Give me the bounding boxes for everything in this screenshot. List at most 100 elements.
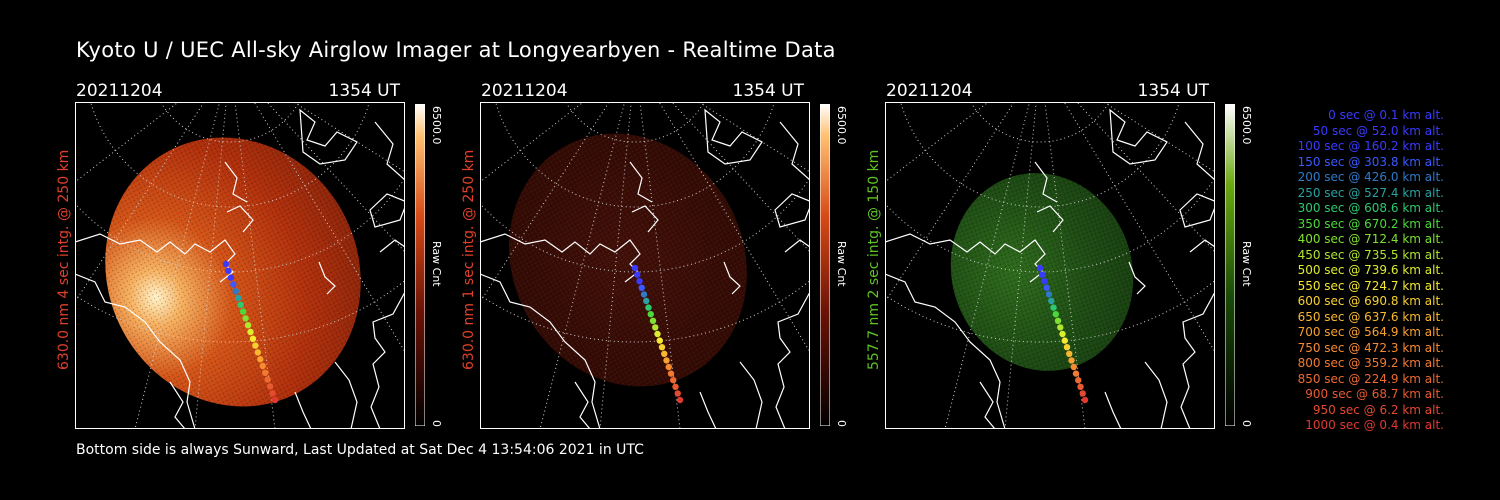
legend-row: 200 sec @ 426.0 km alt. [1297, 170, 1444, 184]
trajectory-point [1057, 324, 1064, 331]
trajectory-point [656, 337, 663, 344]
trajectory-point [647, 311, 654, 318]
colorbar [415, 104, 425, 426]
panel-3-time: 1354 UT [1137, 81, 1210, 101]
legend-row: 600 sec @ 690.8 km alt. [1297, 294, 1444, 308]
trajectory-point [1081, 396, 1089, 404]
trajectory-point [230, 281, 237, 288]
legend-row: 650 sec @ 637.6 km alt. [1297, 309, 1444, 324]
panel-3-image [885, 102, 1215, 429]
trajectory-point [247, 328, 254, 336]
trajectory-point [254, 349, 262, 356]
trajectory-point [645, 304, 652, 311]
plot-frame [75, 102, 405, 429]
legend-row: 550 sec @ 724.7 km alt. [1297, 278, 1444, 293]
trajectory-point [222, 260, 230, 268]
legend-row: 250 sec @ 527.4 km alt. [1297, 185, 1444, 200]
panel-2-ylabel: 630.0 nm 1 sec intg. @ 250 km [461, 149, 477, 370]
trajectory-point [1036, 264, 1044, 272]
page-title: Kyoto U / UEC All-sky Airglow Imager at … [76, 38, 836, 62]
trajectory-point [1041, 278, 1048, 285]
trajectory-point [1075, 377, 1082, 384]
panel-2-cb-min: 0 [835, 420, 848, 427]
rocket-trajectory [1036, 264, 1089, 404]
legend-row: 800 sec @ 359.2 km alt. [1297, 356, 1444, 370]
panel-3-cb-max: 6500.0 [1240, 106, 1253, 145]
legend-row: 300 sec @ 608.6 km alt. [1297, 201, 1444, 215]
panel-1-cb-max: 6500.0 [430, 106, 443, 145]
trajectory-point [235, 294, 242, 302]
panel-2-time: 1354 UT [732, 81, 805, 101]
trajectory-point [667, 370, 675, 377]
trajectory-point [227, 274, 235, 281]
trajectory-point [1045, 291, 1053, 298]
legend-row: 100 sec @ 160.2 km alt. [1297, 139, 1444, 153]
legend-row: 850 sec @ 224.9 km alt. [1297, 371, 1444, 386]
trajectory-point [232, 288, 239, 295]
legend-row: 950 sec @ 6.2 km alt. [1312, 402, 1444, 417]
trajectory-point [1048, 297, 1055, 305]
trajectory-point [1068, 357, 1075, 364]
trajectory-point [242, 315, 249, 322]
trajectory-point [225, 267, 232, 274]
trajectory-point [239, 308, 247, 315]
plot-frame [480, 102, 810, 429]
panel-2-image [480, 102, 810, 429]
lat-lon-grid [480, 102, 810, 429]
trajectory-point [1079, 390, 1086, 397]
legend-row: 150 sec @ 303.8 km alt. [1297, 154, 1444, 169]
trajectory-point [631, 264, 639, 272]
panel-2-cb-max: 6500.0 [835, 106, 848, 145]
trajectory-point [661, 350, 668, 357]
trajectory-point [640, 291, 648, 298]
trajectory-point [257, 356, 264, 363]
panel-3-cb-min: 0 [1240, 420, 1253, 427]
colorbar [820, 104, 830, 426]
coastline [885, 108, 1215, 429]
legend-row: 1000 sec @ 0.4 km alt. [1305, 418, 1444, 432]
trajectory-point [636, 278, 643, 285]
trajectory-point [665, 363, 672, 371]
trajectory-point [1039, 271, 1046, 278]
trajectory-point [259, 362, 266, 370]
lat-lon-grid [75, 102, 405, 429]
trajectory-point [237, 301, 244, 308]
trajectory-point [1063, 344, 1071, 351]
legend-row: 400 sec @ 712.4 km alt. [1297, 232, 1444, 246]
legend-row: 450 sec @ 735.5 km alt. [1297, 247, 1444, 262]
legend-row: 0 sec @ 0.1 km alt. [1328, 108, 1444, 122]
colorbar [1225, 104, 1235, 426]
trajectory-point [262, 369, 269, 376]
panel-1-time: 1354 UT [328, 81, 401, 101]
trajectory-point [1043, 284, 1050, 291]
trajectory-point [1077, 383, 1084, 390]
legend-row: 700 sec @ 564.9 km alt. [1297, 325, 1444, 339]
trajectory-point [674, 390, 681, 397]
panel-3-cb-label: Raw Cnt [1240, 241, 1253, 287]
trajectory-point [663, 357, 670, 364]
panel-2-date: 20211204 [481, 81, 568, 101]
legend-row: 500 sec @ 739.6 km alt. [1297, 263, 1444, 277]
trajectory-point [271, 396, 279, 404]
trajectory-legend: 0 sec @ 0.1 km alt. 50 sec @ 52.0 km alt.… [1262, 108, 1444, 434]
trajectory-point [264, 376, 271, 383]
lat-lon-grid [885, 102, 1215, 429]
panel-3-date: 20211204 [886, 81, 973, 101]
trajectory-point [670, 377, 677, 384]
trajectory-point [643, 297, 650, 305]
footer-status: Bottom side is always Sunward, Last Upda… [76, 442, 644, 458]
trajectory-point [252, 342, 259, 349]
legend-row: 50 sec @ 52.0 km alt. [1312, 123, 1444, 138]
trajectory-point [1054, 317, 1062, 324]
trajectory-point [1052, 311, 1059, 318]
rocket-trajectory [222, 260, 279, 404]
panel-1-image [75, 102, 405, 429]
trajectory-point [652, 324, 659, 331]
plot-frame [885, 102, 1215, 429]
trajectory-point [269, 390, 276, 397]
panel-1-ylabel: 630.0 nm 4 sec intg. @ 250 km [56, 149, 72, 370]
panel-2-cb-label: Raw Cnt [835, 241, 848, 287]
trajectory-point [676, 396, 684, 404]
trajectory-point [638, 284, 645, 291]
trajectory-point [1066, 350, 1073, 357]
